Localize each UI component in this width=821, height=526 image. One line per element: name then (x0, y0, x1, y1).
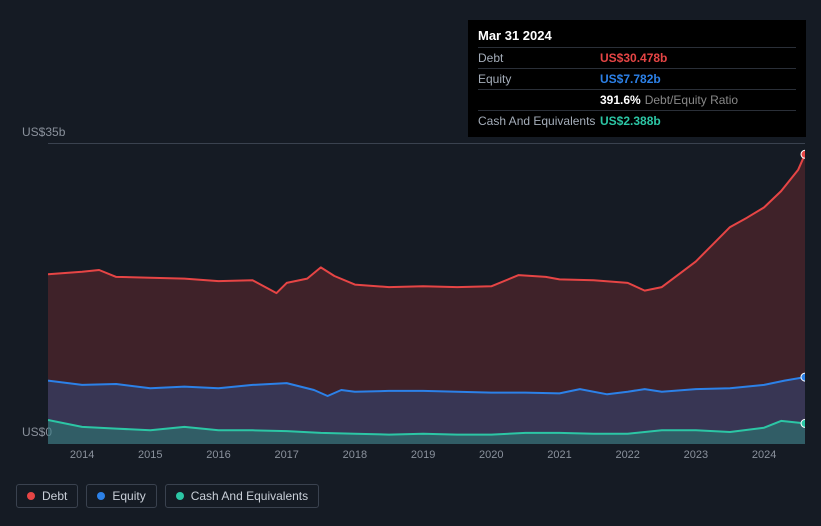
circle-icon (176, 492, 184, 500)
tooltip-ratio-value: 391.6%Debt/Equity Ratio (600, 93, 738, 107)
tooltip-debt-label: Debt (478, 51, 600, 65)
x-tick: 2021 (547, 449, 571, 461)
x-tick: 2015 (138, 449, 162, 461)
tooltip-row-equity: Equity US$7.782b (478, 68, 796, 89)
marker-cash (801, 419, 805, 427)
x-axis: 2014 2015 2016 2017 2018 2019 2020 2021 2022 2023… (48, 445, 805, 465)
legend-equity-label: Equity (112, 489, 145, 503)
tooltip-cash-value: US$2.388b (600, 114, 661, 128)
tooltip-row-cash: Cash And Equivalents US$2.388b (478, 110, 796, 131)
legend: Debt Equity Cash And Equivalents (16, 484, 319, 508)
x-tick: 2014 (70, 449, 94, 461)
x-tick: 2023 (684, 449, 708, 461)
legend-debt-label: Debt (42, 489, 67, 503)
circle-icon (97, 492, 105, 500)
tooltip-row-debt: Debt US$30.478b (478, 47, 796, 68)
x-tick: 2020 (479, 449, 503, 461)
legend-item-debt[interactable]: Debt (16, 484, 78, 508)
tooltip-date: Mar 31 2024 (478, 26, 796, 47)
x-tick: 2016 (206, 449, 230, 461)
x-tick: 2024 (752, 449, 776, 461)
tooltip-row-ratio: 391.6%Debt/Equity Ratio (478, 89, 796, 110)
marker-debt (801, 150, 805, 158)
tooltip-panel: Mar 31 2024 Debt US$30.478b Equity US$7.… (468, 20, 806, 137)
tooltip-cash-label: Cash And Equivalents (478, 114, 600, 128)
y-axis-label-top: US$35b (22, 125, 65, 139)
tooltip-equity-label: Equity (478, 72, 600, 86)
x-tick: 2019 (411, 449, 435, 461)
tooltip-debt-value: US$30.478b (600, 51, 667, 65)
tooltip-equity-value: US$7.782b (600, 72, 661, 86)
chart-container: US$35b US$0 2014201520162017201820192020… (16, 125, 805, 465)
legend-item-equity[interactable]: Equity (86, 484, 156, 508)
plot-area[interactable] (48, 143, 805, 443)
x-tick: 2018 (343, 449, 367, 461)
legend-item-cash[interactable]: Cash And Equivalents (165, 484, 319, 508)
x-tick: 2017 (274, 449, 298, 461)
legend-cash-label: Cash And Equivalents (191, 489, 308, 503)
chart-svg (48, 144, 805, 444)
marker-equity (801, 373, 805, 381)
circle-icon (27, 492, 35, 500)
x-tick: 2022 (615, 449, 639, 461)
